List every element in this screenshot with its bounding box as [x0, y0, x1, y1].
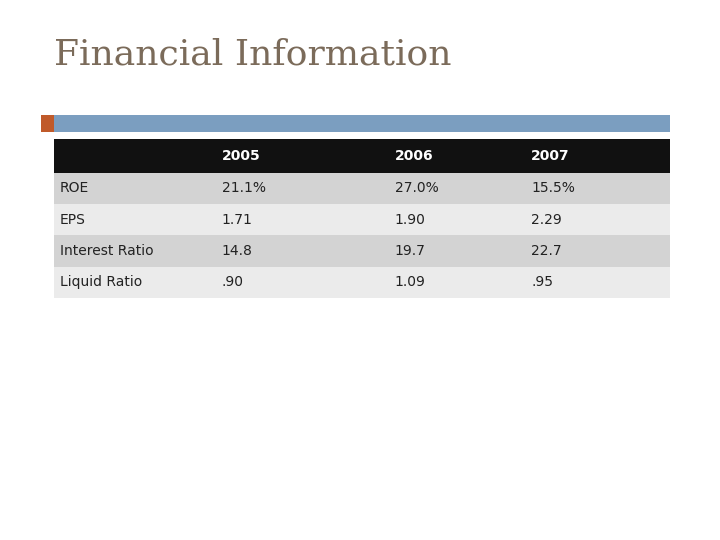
Bar	[54, 115, 670, 132]
Bar	[54, 267, 670, 298]
Text: 14.8: 14.8	[222, 244, 253, 258]
Text: .95: .95	[531, 275, 554, 289]
Bar	[54, 235, 670, 267]
Text: .90: .90	[222, 275, 244, 289]
Text: 22.7: 22.7	[531, 244, 562, 258]
Bar	[41, 115, 54, 132]
Text: 27.0%: 27.0%	[395, 181, 438, 195]
Text: 2007: 2007	[531, 149, 570, 163]
Text: 2.29: 2.29	[531, 213, 562, 227]
Text: 2005: 2005	[222, 149, 261, 163]
Text: 19.7: 19.7	[395, 244, 426, 258]
Text: 1.90: 1.90	[395, 213, 426, 227]
Text: Financial Information: Financial Information	[54, 38, 451, 72]
Text: 15.5%: 15.5%	[531, 181, 575, 195]
Text: 1.09: 1.09	[395, 275, 426, 289]
Bar	[54, 139, 670, 173]
Text: Interest Ratio: Interest Ratio	[60, 244, 153, 258]
Text: EPS: EPS	[60, 213, 86, 227]
Text: 2006: 2006	[395, 149, 433, 163]
Text: Liquid Ratio: Liquid Ratio	[60, 275, 142, 289]
Text: 21.1%: 21.1%	[222, 181, 266, 195]
Bar	[54, 204, 670, 235]
Bar	[54, 173, 670, 204]
Text: ROE: ROE	[60, 181, 89, 195]
Text: 1.71: 1.71	[222, 213, 253, 227]
